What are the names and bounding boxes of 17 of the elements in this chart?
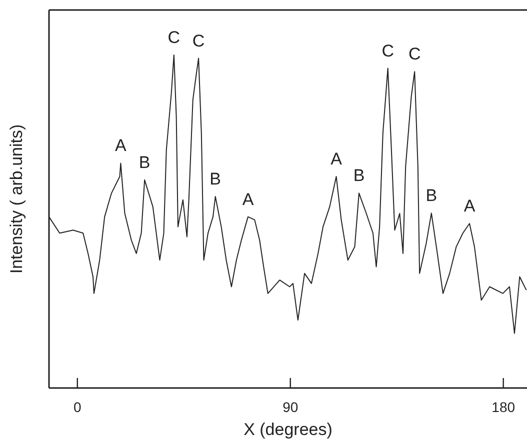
x-tick-label: 180 — [492, 399, 516, 415]
annotation: B — [210, 170, 222, 188]
annotation: A — [464, 196, 476, 216]
annotation: C — [408, 44, 421, 64]
annotation: A — [242, 190, 254, 209]
annotation: C — [192, 31, 205, 50]
annotation: A — [115, 136, 128, 156]
annotation: B — [426, 186, 438, 206]
annotation: B — [138, 152, 150, 172]
annotation: A — [330, 150, 343, 169]
annotation: C — [168, 28, 180, 47]
annotation: C — [382, 41, 394, 60]
y-axis-title: Intensity ( arb.units) — [7, 124, 26, 274]
annotation: B — [353, 166, 365, 186]
x-tick-label: 0 — [74, 399, 82, 415]
x-axis-title: X (degrees) — [244, 420, 332, 439]
x-tick-label: 90 — [282, 399, 298, 415]
